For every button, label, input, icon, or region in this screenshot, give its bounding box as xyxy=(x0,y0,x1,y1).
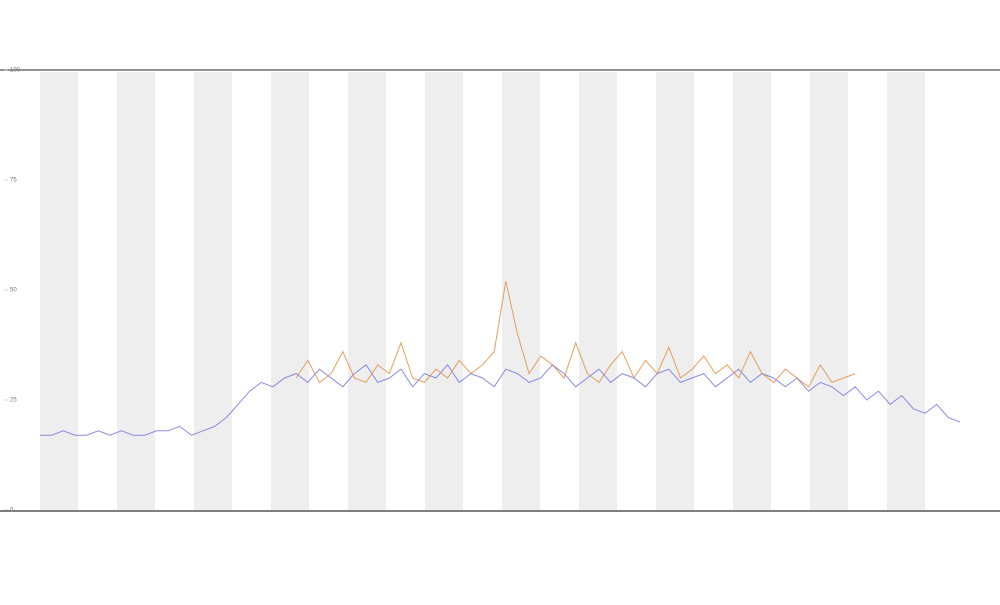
line-series xyxy=(40,363,961,436)
y-tick-label: 50 xyxy=(10,288,17,294)
band xyxy=(425,72,463,510)
band xyxy=(40,72,78,510)
band xyxy=(810,72,848,510)
background-bands xyxy=(40,72,925,510)
y-tick-label: 100 xyxy=(10,68,21,74)
band xyxy=(656,72,694,510)
line-series xyxy=(295,281,856,388)
band xyxy=(733,72,771,510)
band xyxy=(117,72,155,510)
band xyxy=(579,72,617,510)
band xyxy=(271,72,309,510)
y-tick-label: 75 xyxy=(10,178,17,184)
y-tick-label: 0 xyxy=(10,508,14,514)
band xyxy=(348,72,386,510)
y-tick-label: 25 xyxy=(10,398,17,404)
band xyxy=(887,72,925,510)
band xyxy=(194,72,232,510)
